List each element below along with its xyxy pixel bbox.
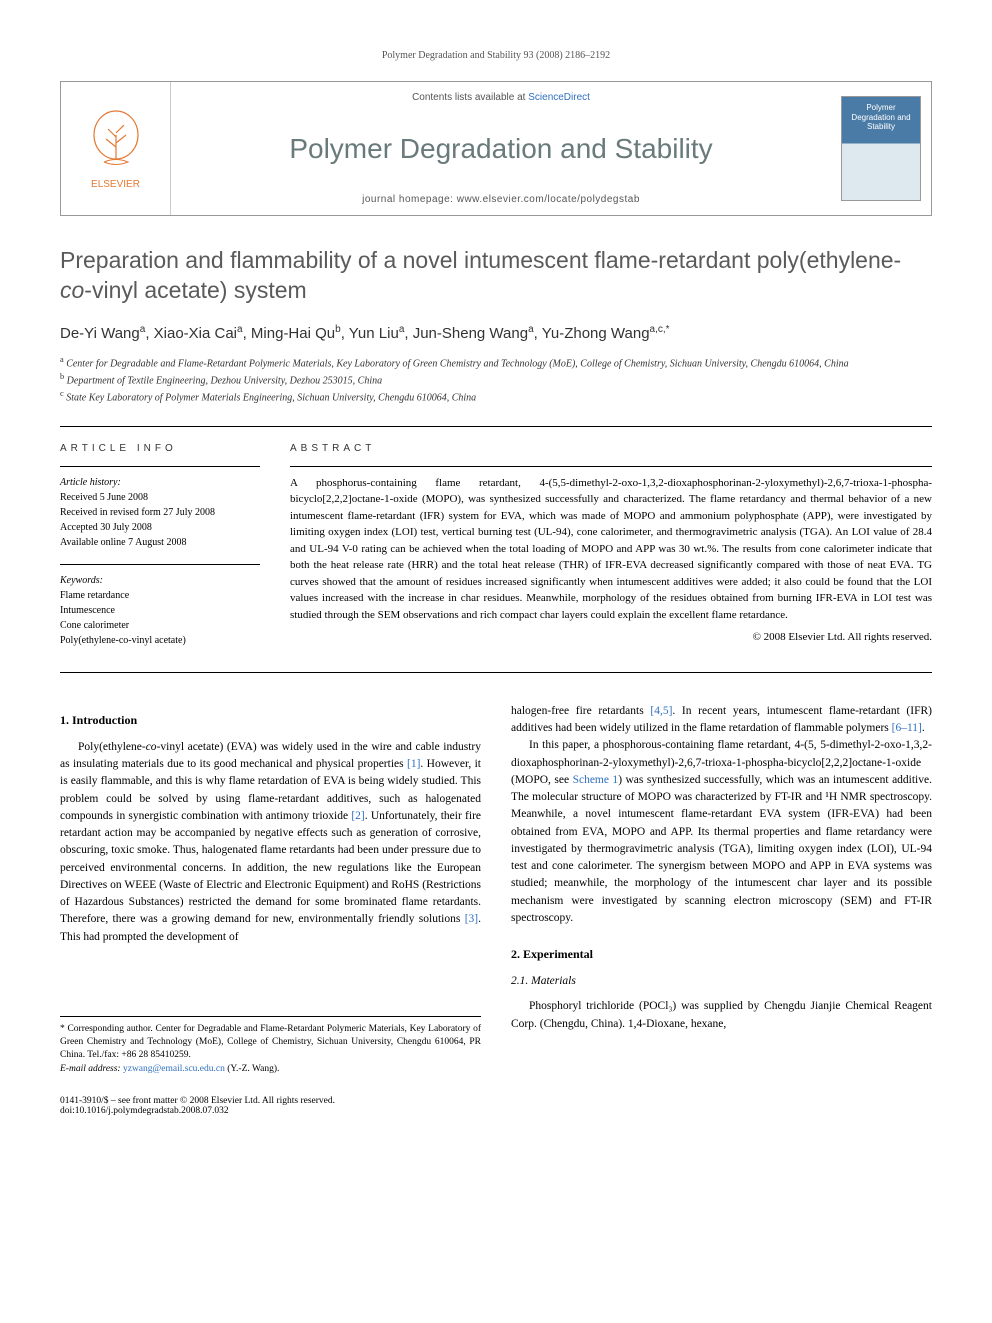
homepage-line: journal homepage: www.elsevier.com/locat… — [362, 194, 640, 205]
abstract-heading: ABSTRACT — [290, 441, 932, 456]
history-block: Article history: Received 5 June 2008Rec… — [60, 475, 260, 550]
elsevier-tree-icon — [86, 107, 146, 177]
keyword-item: Flame retardance — [60, 588, 260, 603]
article-title: Preparation and flammability of a novel … — [60, 246, 932, 306]
footer: 0141-3910/$ – see front matter © 2008 El… — [60, 1096, 932, 1116]
email-line: E-mail address: yzwang@email.scu.edu.cn … — [60, 1063, 481, 1076]
ref-link-1[interactable]: [1] — [407, 758, 420, 770]
journal-center: Contents lists available at ScienceDirec… — [171, 82, 831, 215]
cover-title: Polymer Degradation and Stability — [846, 103, 916, 132]
info-abstract-row: ARTICLE INFO Article history: Received 5… — [60, 441, 932, 662]
keyword-item: Intumescence — [60, 603, 260, 618]
ref-link-45[interactable]: [4,5] — [650, 705, 672, 717]
intro-paragraph-2: halogen-free fire retardants [4,5]. In r… — [511, 703, 932, 738]
contents-prefix: Contents lists available at — [412, 92, 528, 103]
history-item: Accepted 30 July 2008 — [60, 520, 260, 535]
experimental-heading: 2. Experimental — [511, 945, 932, 963]
publisher-logo-cell: ELSEVIER — [61, 82, 171, 215]
t: halogen-free fire retardants — [511, 705, 650, 717]
keyword-item: Poly(ethylene-co-vinyl acetate) — [60, 633, 260, 648]
body-columns: 1. Introduction Poly(ethylene-co-vinyl a… — [60, 703, 932, 1076]
cover-cell: Polymer Degradation and Stability — [831, 82, 931, 215]
affiliation-b-text: Department of Textile Engineering, Dezho… — [67, 375, 382, 386]
footnote-block: * Corresponding author. Center for Degra… — [60, 1016, 481, 1076]
abstract-divider — [290, 466, 932, 467]
t: ) was synthesized successfully, which wa… — [511, 774, 932, 924]
email-label: E-mail address: — [60, 1064, 123, 1074]
authors-line: De-Yi Wanga, Xiao-Xia Caia, Ming-Hai Qub… — [60, 324, 932, 342]
affiliation-a-text: Center for Degradable and Flame-Retardan… — [66, 358, 848, 369]
keywords-block: Keywords: Flame retardanceIntumescenceCo… — [60, 573, 260, 648]
intro-paragraph-1: Poly(ethylene-co-vinyl acetate) (EVA) wa… — [60, 739, 481, 946]
history-item: Available online 7 August 2008 — [60, 535, 260, 550]
email-link[interactable]: yzwang@email.scu.edu.cn — [123, 1064, 225, 1074]
divider-2 — [60, 672, 932, 673]
journal-name: Polymer Degradation and Stability — [289, 133, 712, 165]
scheme-link[interactable]: Scheme 1 — [573, 774, 619, 786]
homepage-url[interactable]: www.elsevier.com/locate/polydegstab — [457, 194, 640, 205]
title-part1: Preparation and flammability of a novel … — [60, 247, 901, 273]
running-header: Polymer Degradation and Stability 93 (20… — [60, 50, 932, 61]
materials-heading: 2.1. Materials — [511, 973, 932, 990]
t: co — [146, 741, 157, 753]
footer-copyright: 0141-3910/$ – see front matter © 2008 El… — [60, 1096, 335, 1106]
affiliations: a Center for Degradable and Flame-Retard… — [60, 354, 932, 406]
t: . — [922, 722, 925, 734]
affiliation-b: b Department of Textile Engineering, Dez… — [60, 371, 932, 388]
materials-paragraph-1: Phosphoryl trichloride (POCl₃) was suppl… — [511, 998, 932, 1033]
corresponding-author: * Corresponding author. Center for Degra… — [60, 1023, 481, 1063]
history-item: Received in revised form 27 July 2008 — [60, 505, 260, 520]
t: Poly(ethylene- — [78, 741, 146, 753]
abstract-copyright: © 2008 Elsevier Ltd. All rights reserved… — [290, 629, 932, 646]
title-part2: -vinyl acetate) system — [84, 277, 306, 303]
affiliation-a: a Center for Degradable and Flame-Retard… — [60, 354, 932, 371]
t: . Unfortunately, their fire retardant ac… — [60, 810, 481, 926]
ref-link-2[interactable]: [2] — [351, 810, 364, 822]
intro-heading: 1. Introduction — [60, 711, 481, 729]
publisher-name: ELSEVIER — [91, 179, 140, 190]
footer-doi: doi:10.1016/j.polymdegradstab.2008.07.03… — [60, 1106, 335, 1116]
footer-left: 0141-3910/$ – see front matter © 2008 El… — [60, 1096, 335, 1116]
title-italic: co — [60, 277, 84, 303]
left-column: 1. Introduction Poly(ethylene-co-vinyl a… — [60, 703, 481, 1076]
affiliation-c: c State Key Laboratory of Polymer Materi… — [60, 388, 932, 405]
history-label: Article history: — [60, 475, 260, 490]
keywords-label: Keywords: — [60, 573, 260, 588]
journal-cover-thumbnail: Polymer Degradation and Stability — [841, 96, 921, 201]
ref-link-3[interactable]: [3] — [465, 913, 478, 925]
ref-link-611[interactable]: [6–11] — [892, 722, 922, 734]
info-heading: ARTICLE INFO — [60, 441, 260, 456]
info-divider-2 — [60, 564, 260, 565]
keyword-item: Cone calorimeter — [60, 618, 260, 633]
sciencedirect-link[interactable]: ScienceDirect — [528, 92, 590, 103]
abstract-text: A phosphorus-containing flame retardant,… — [290, 475, 932, 624]
divider — [60, 426, 932, 427]
email-suffix: (Y.-Z. Wang). — [225, 1064, 280, 1074]
homepage-prefix: journal homepage: — [362, 194, 457, 205]
journal-header-box: ELSEVIER Contents lists available at Sci… — [60, 81, 932, 216]
intro-paragraph-3: In this paper, a phosphorous-containing … — [511, 737, 932, 927]
history-item: Received 5 June 2008 — [60, 490, 260, 505]
abstract-column: ABSTRACT A phosphorus-containing flame r… — [290, 441, 932, 662]
affiliation-c-text: State Key Laboratory of Polymer Material… — [66, 393, 476, 404]
info-divider — [60, 466, 260, 467]
contents-line: Contents lists available at ScienceDirec… — [412, 92, 590, 103]
right-column: halogen-free fire retardants [4,5]. In r… — [511, 703, 932, 1076]
article-info-column: ARTICLE INFO Article history: Received 5… — [60, 441, 260, 662]
